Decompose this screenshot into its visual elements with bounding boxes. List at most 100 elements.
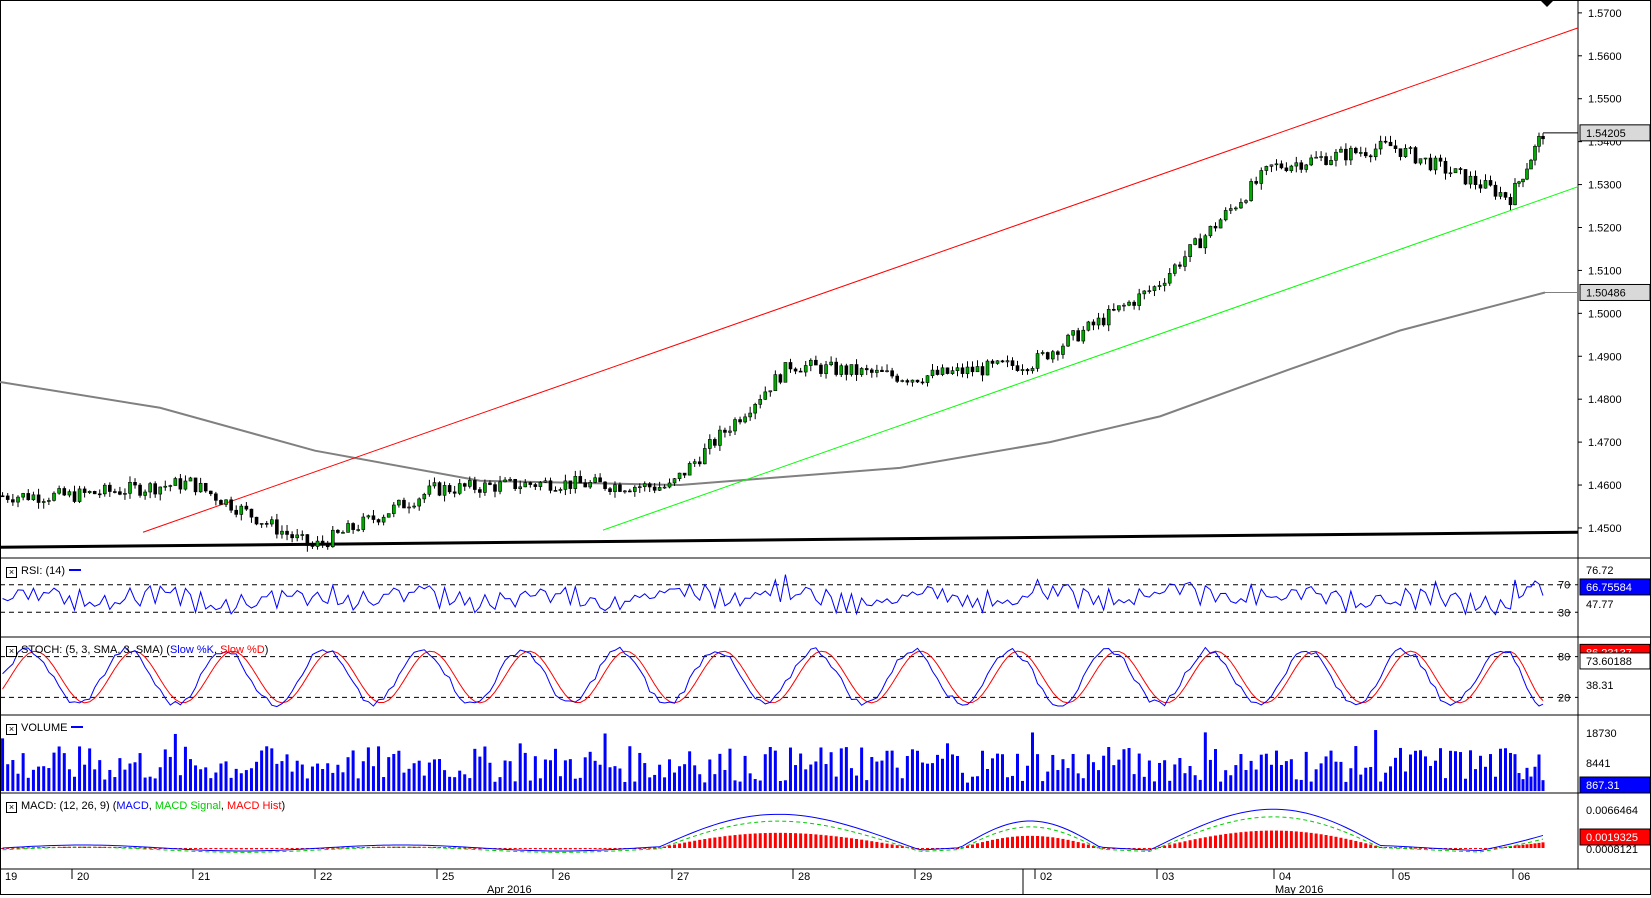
macd-hist-bar (1314, 833, 1318, 848)
candle-body (1334, 151, 1338, 161)
candle-body (647, 483, 652, 488)
macd-hist-bar (1006, 837, 1009, 848)
volume-bar (1259, 754, 1263, 791)
macd-hist-bar (1021, 836, 1024, 848)
macd-hist-bar (1334, 836, 1338, 848)
macd-hist-bar (583, 848, 587, 850)
macd-hist-bar (1102, 847, 1106, 849)
candle-body (437, 482, 442, 496)
candle-body (1040, 352, 1045, 354)
volume-bar (37, 766, 41, 791)
candle-body (259, 523, 264, 525)
candle-body (743, 416, 747, 423)
macd-hist-bar (573, 848, 577, 850)
candle-body (427, 485, 432, 495)
volume-bar (356, 778, 360, 791)
candle-body (970, 366, 975, 373)
macd-hist-bar (738, 834, 742, 848)
candle-body (768, 390, 773, 393)
candle-body (67, 491, 72, 496)
volume-bar (1399, 747, 1402, 791)
volume-bar (1404, 771, 1407, 791)
collapse-icon[interactable]: × (6, 646, 17, 657)
x-day-label: 26 (558, 871, 570, 883)
candle-body (178, 478, 183, 490)
candle-body (208, 490, 213, 495)
candle-body (945, 367, 950, 374)
candle-body (895, 375, 900, 382)
macd-hist-bar (1304, 832, 1308, 848)
candle-body (1167, 273, 1172, 284)
volume-bar (26, 777, 30, 791)
volume-axis-label: 18730 (1586, 728, 1617, 740)
last-price-label: 1.54205 (1586, 128, 1626, 140)
volume-bar (361, 761, 365, 791)
candle-body (829, 361, 833, 366)
candle-body (1508, 197, 1513, 206)
candle-body (588, 482, 592, 488)
volume-bar (234, 768, 238, 791)
candle-body (1274, 163, 1279, 166)
candle-body (1264, 166, 1269, 171)
macd-hist-bar (723, 836, 727, 848)
macd-hist-bar (128, 847, 132, 849)
macd-hist-bar (270, 848, 274, 850)
volume-bar (133, 762, 137, 791)
candle-body (1428, 157, 1433, 171)
volume-bar (1374, 730, 1378, 791)
candle-body (402, 499, 406, 509)
candle-body (1066, 334, 1070, 347)
candle-body (1244, 200, 1248, 203)
volume-bar (508, 761, 512, 791)
candle-body (1453, 168, 1458, 174)
macd-hist-bar (1394, 847, 1397, 849)
candle-body (244, 505, 249, 510)
volume-bar (173, 733, 177, 791)
candle-body (386, 513, 391, 518)
candle-body (1503, 192, 1508, 198)
collapse-icon[interactable]: × (6, 724, 17, 735)
candle-body (573, 476, 578, 489)
candle-body (1045, 352, 1050, 360)
collapse-icon[interactable]: × (6, 567, 17, 578)
legend-macd-signal: MACD Signal (154, 800, 221, 812)
macd-hist-bar (533, 848, 537, 850)
lower-channel-line (602, 186, 1579, 531)
candle-body (1178, 264, 1182, 267)
candle-body (269, 519, 274, 525)
candle-body (341, 532, 345, 534)
macd-hist-bar (768, 832, 772, 848)
volume-bar (1076, 773, 1080, 791)
candle-body (1010, 360, 1015, 366)
candle-body (1284, 167, 1289, 172)
candle-body (473, 480, 477, 490)
volume-bar (931, 763, 934, 791)
candle-body (493, 484, 497, 492)
volume-bar (1364, 767, 1368, 791)
macd-hist-bar (895, 845, 899, 848)
x-day-label: 21 (198, 871, 210, 883)
y-tick-label: 1.4700 (1588, 437, 1622, 449)
candle-body (1198, 238, 1203, 249)
volume-bar (341, 772, 345, 791)
volume-bar (809, 764, 813, 791)
volume-bar (1061, 759, 1065, 791)
macd-hist-bar (799, 833, 803, 848)
macd-hist-bar (558, 848, 562, 850)
volume-bar (1414, 750, 1417, 791)
macd-hist-bar (356, 847, 360, 849)
candle-body (188, 477, 193, 482)
candle-body (618, 484, 622, 492)
candle-body (598, 477, 602, 483)
macd-hist-bar (42, 847, 46, 849)
volume-bar (1198, 779, 1202, 791)
candle-body (608, 488, 612, 492)
volume-bar (52, 752, 56, 791)
macd-hist-bar (1066, 839, 1070, 848)
macd-hist-bar (1469, 848, 1472, 849)
candle-body (814, 359, 818, 366)
collapse-icon[interactable]: × (6, 802, 17, 813)
stoch-k-line (2, 646, 1544, 708)
candle-body (1438, 157, 1443, 162)
candle-body (381, 516, 386, 523)
